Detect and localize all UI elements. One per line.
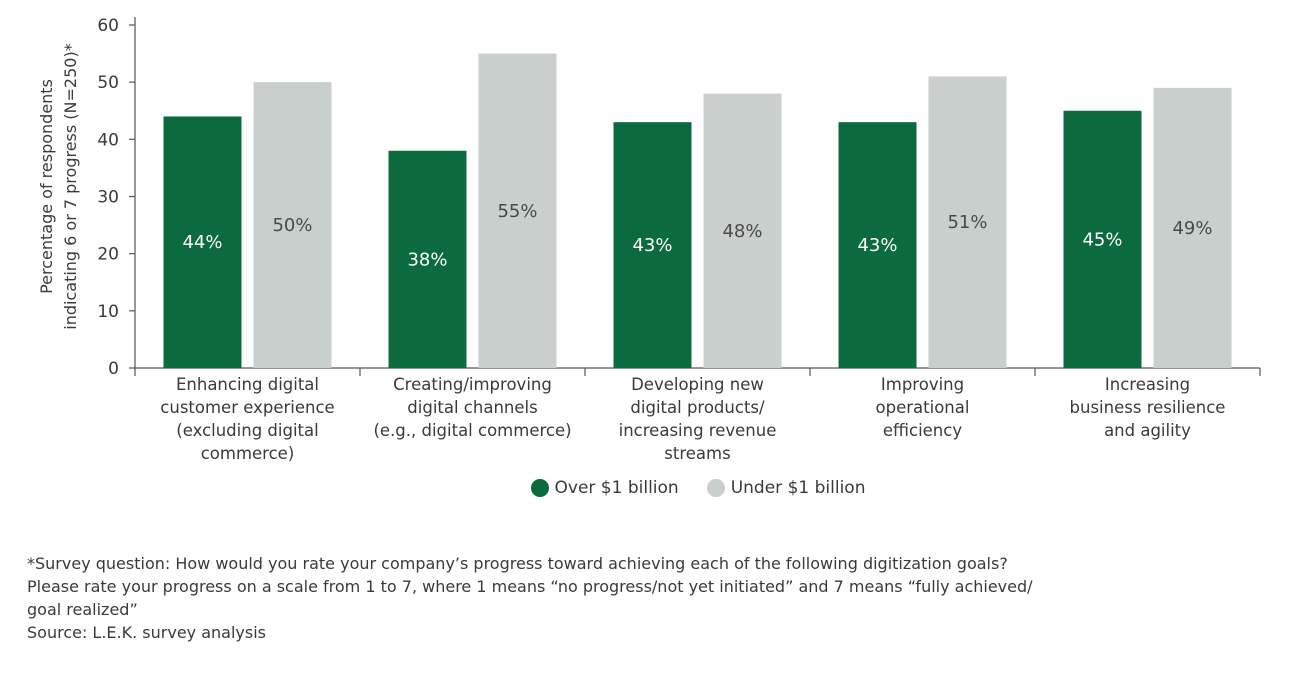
bar [838,122,917,368]
y-tick-label: 50 [97,73,119,93]
x-category-label: commerce) [201,444,295,463]
source-note: Source: L.E.K. survey analysis [27,623,266,642]
x-category-label: business resilience [1070,398,1226,417]
bar-value-label: 49% [1172,218,1212,239]
bar-value-label: 45% [1082,229,1122,250]
x-category-label: Increasing [1105,375,1190,394]
legend-item-over-1-billion: Over $1 billion [530,478,679,498]
x-category-label: digital channels [407,398,537,417]
x-category-label: Improving [881,375,964,394]
bar-value-label: 43% [857,235,897,256]
x-category-label: increasing revenue [619,421,777,440]
bar-chart: 0 10 20 30 40 50 60 Percentage of respondents in… [37,16,1261,463]
footnote-line-1: *Survey question: How would you rate you… [27,554,1008,573]
bar-value-label: 50% [272,215,312,236]
legend-swatch-under-1-billion [706,479,725,497]
y-tick-label: 0 [108,359,119,379]
x-category-label: Creating/improving [393,375,552,394]
x-category-label: operational [876,398,970,417]
footnote-line-3: goal realized” [27,600,138,619]
legend-swatch-over-1-billion [530,479,549,497]
legend-item-under-1-billion: Under $1 billion [706,478,866,498]
x-category-label: streams [664,444,730,463]
bar-value-label: 51% [947,212,987,233]
bar [613,122,692,368]
bar-value-label: 48% [722,221,762,242]
x-category-label: (excluding digital [176,421,318,440]
bar-value-label: 43% [632,235,672,256]
bar [703,93,782,368]
x-category-label: and agility [1104,421,1191,440]
footnote: *Survey question: How would you rate you… [27,552,1287,644]
bar [928,76,1007,368]
x-category-label: (e.g., digital commerce) [373,421,571,440]
x-category-label: Enhancing digital [176,375,319,394]
bar-value-label: 44% [182,232,222,253]
x-category-label: digital products/ [630,398,765,417]
legend-label-over-1-billion: Over $1 billion [554,478,679,498]
y-tick-label: 60 [97,16,119,36]
footnote-line-2: Please rate your progress on a scale fro… [27,577,1033,596]
bar [163,116,242,368]
bar-value-label: 55% [497,201,537,222]
y-axis-title-line: Percentage of respondents [37,79,56,294]
y-tick-label: 20 [97,245,119,265]
legend-label-under-1-billion: Under $1 billion [730,478,866,498]
y-axis-title-line: indicating 6 or 7 progress (N=250)* [61,43,80,329]
bar [1063,110,1142,368]
chart-legend: Over $1 billion Under $1 billion [0,478,1300,498]
bar [253,82,332,369]
x-category-label: efficiency [883,421,962,440]
x-category-label: customer experience [160,398,334,417]
y-tick-label: 30 [97,188,119,208]
bar [1153,87,1232,368]
bar-value-label: 38% [407,249,447,270]
y-tick-label: 40 [97,130,119,150]
x-category-label: Developing new [631,375,764,394]
y-tick-label: 10 [97,302,119,322]
bar [478,53,557,368]
bar [388,150,467,368]
